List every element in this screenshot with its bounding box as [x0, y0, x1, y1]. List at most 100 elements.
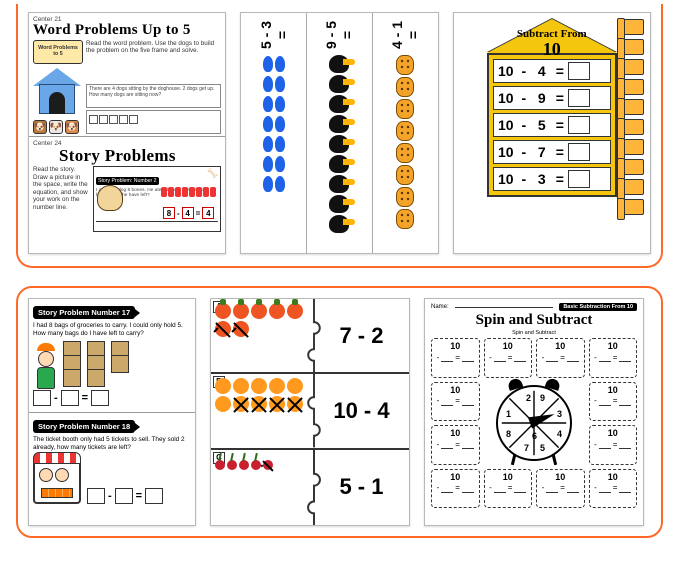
cell: 10-= [536, 469, 585, 509]
op: - [519, 171, 529, 187]
orange-icon-crossed [233, 396, 249, 412]
bed-icon [618, 179, 644, 195]
cell: 10-= [431, 469, 480, 509]
equation-boxes: 8 - 4 = 4 [163, 207, 214, 219]
eq-operand: 4 [182, 207, 194, 219]
story-header: Story Problem Number 18 [33, 420, 135, 433]
toucan-icon [329, 195, 349, 213]
ten: 10 [608, 472, 618, 482]
toucan-icon [329, 75, 349, 93]
ten: 10 [555, 341, 565, 351]
subtraction-grid: 10-= 10-= 10-= 10-= 10-= 2 9 [431, 338, 637, 508]
house: Subtract From 10 10 - 4 = 10 - 9 = [487, 19, 617, 197]
cell: 10-= [589, 425, 638, 465]
toucan-icon [329, 95, 349, 113]
butterfly-icon [263, 75, 285, 93]
op: - [489, 353, 492, 362]
cell: 10-= [589, 338, 638, 378]
counter-dots [161, 187, 216, 197]
op: - [594, 396, 597, 405]
cherry-icon [227, 460, 237, 470]
equation: 9 - 5 = [323, 16, 355, 54]
cherry-icon-crossed [263, 460, 273, 470]
eq-op: - [177, 209, 180, 218]
n: 9 [532, 90, 552, 106]
ticket-booth-icon [33, 456, 81, 504]
strawberry-icon [215, 303, 231, 319]
blank [91, 390, 109, 406]
story-card: Story Problem: Number 2 🦴 I gave my dog … [93, 166, 221, 232]
seg: 7 [524, 443, 529, 453]
equation-row: 10 - 7 = [493, 140, 611, 164]
op: = [613, 440, 618, 449]
cell: 10-= [589, 469, 638, 509]
roof-label: Subtract From 10 [487, 29, 617, 58]
op: - [54, 392, 58, 404]
orange-icon [251, 378, 267, 394]
gallery-row-2: Story Problem Number 17 I had 8 bags of … [16, 286, 663, 538]
jigsaw-edge [306, 299, 322, 372]
cell: 10-= [589, 382, 638, 422]
bed-icon [618, 139, 644, 155]
bed-manipulatives [618, 19, 644, 215]
op: - [108, 490, 112, 502]
toucan-icon [329, 155, 349, 173]
ten: 10 [555, 472, 565, 482]
equation: 7 - 2 [314, 299, 409, 372]
n: 10 [496, 90, 516, 106]
jigsaw-edge [306, 450, 322, 525]
orange-icon [215, 378, 231, 394]
alarm-clock-spinner-icon: 2 9 1 3 8 4 7 5 6 [496, 385, 572, 461]
subtitle: Spin and Subtract [431, 330, 637, 336]
cell: 10-= [431, 425, 480, 465]
toucan-icon [329, 175, 349, 193]
op: - [542, 483, 545, 492]
op: = [455, 396, 460, 405]
story-problems-panel: Center 24 Story Problems Read the story.… [29, 137, 225, 253]
answer-box [568, 170, 590, 188]
seg: 8 [506, 429, 511, 439]
puzzle-row-a: A 7 - 2 [211, 299, 409, 374]
op: - [519, 117, 529, 133]
butterfly-icon [263, 135, 285, 153]
ten: 10 [608, 341, 618, 351]
strawberry-icon [233, 303, 249, 319]
worksheet-fruit-puzzle: A 7 - 2 B [210, 298, 410, 526]
op: - [519, 63, 529, 79]
story-header: Story Problem Number 17 [33, 306, 135, 319]
doghouse-icon [33, 68, 81, 116]
grocery-bags [63, 341, 129, 387]
dog-icon [97, 185, 123, 211]
op: = [560, 353, 565, 362]
seg: 1 [506, 409, 511, 419]
toucan-icon [329, 55, 349, 73]
worksheet-animal-subtraction-strips: 5 - 3 = 9 - 5 = [240, 12, 438, 254]
equation: 4 - 1 = [389, 16, 421, 54]
op: - [437, 440, 440, 449]
n: 10 [496, 144, 516, 160]
orange-icon [215, 396, 231, 412]
number-line [96, 221, 218, 229]
n: 4 [532, 63, 552, 79]
problem-18: Story Problem Number 18 The ticket booth… [29, 413, 195, 509]
strawberry-icon [269, 303, 285, 319]
ten: 10 [608, 385, 618, 395]
ten: 10 [450, 341, 460, 351]
op: = [508, 353, 513, 362]
orange-icon-crossed [269, 396, 285, 412]
op: = [555, 63, 565, 79]
answer-box [568, 116, 590, 134]
bed-icon [618, 19, 644, 35]
leopard-icon [396, 99, 414, 119]
leopard-icon [396, 55, 414, 75]
blank [33, 390, 51, 406]
ten: 10 [450, 428, 460, 438]
orange-icon [233, 378, 249, 394]
butterfly-icon [263, 115, 285, 133]
leopard-icon [396, 165, 414, 185]
worksheet-subtract-from-10-house: Subtract From 10 10 - 4 = 10 - 9 = [453, 12, 651, 254]
seg: 4 [557, 429, 562, 439]
answer-box [568, 143, 590, 161]
ten: 10 [608, 428, 618, 438]
house-body: 10 - 4 = 10 - 9 = 10 - 5 = [487, 53, 617, 197]
